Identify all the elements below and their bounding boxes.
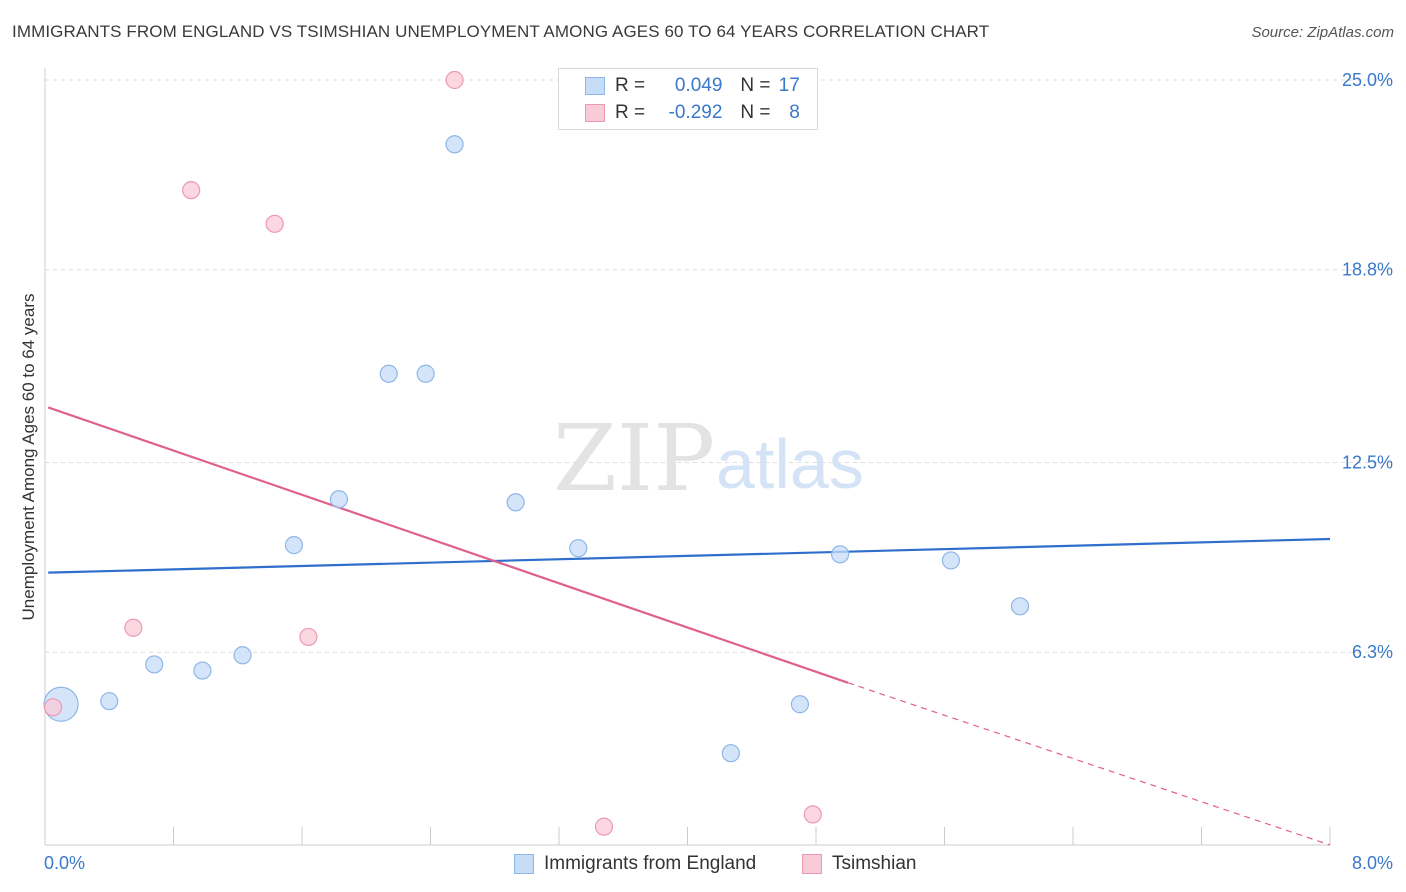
point-tsimshian — [182, 181, 201, 200]
legend-swatch-england — [585, 77, 605, 95]
point-england — [1010, 597, 1030, 616]
legend-row-tsimshian: R = -0.292 N = 8 — [585, 100, 800, 126]
point-tsimshian — [43, 698, 63, 717]
y-tick-label: 18.8% — [1342, 260, 1393, 280]
legend-swatch-tsimshian — [585, 104, 605, 122]
point-england — [145, 655, 164, 674]
legend-n-label: N = — [740, 102, 771, 123]
bottom-legend-england: Immigrants from England — [514, 851, 756, 877]
legend-n-label: N = — [740, 75, 771, 96]
legend-r-label: R = — [615, 102, 646, 123]
x-tick-label: 8.0% — [1352, 853, 1393, 873]
legend-n-value: 17 — [778, 75, 800, 96]
point-tsimshian — [803, 805, 822, 824]
watermark: ZIP atlas — [553, 405, 864, 512]
x-tick-label: 0.0% — [44, 853, 85, 873]
point-england — [721, 744, 740, 763]
legend-r-value: -0.292 — [668, 102, 723, 123]
point-england — [569, 539, 588, 558]
points-layer — [43, 70, 1030, 836]
watermark-atlas: atlas — [716, 425, 864, 503]
bottom-legend-tsimshian: Tsimshian — [802, 851, 916, 877]
trend-line-tsimshian — [47, 406, 849, 684]
point-england — [790, 695, 810, 714]
bottom-swatch-tsimshian — [802, 854, 822, 874]
point-england — [284, 536, 304, 555]
legend-r-value: 0.049 — [674, 75, 723, 96]
legend-r-label: R = — [615, 75, 646, 96]
point-tsimshian — [299, 627, 318, 647]
point-england — [506, 493, 525, 512]
point-england — [100, 692, 119, 711]
legend-row-england: R = 0.049 N = 17 — [585, 73, 800, 99]
bottom-swatch-england — [514, 854, 534, 874]
point-tsimshian — [124, 618, 143, 637]
y-tick-label: 6.3% — [1352, 642, 1393, 662]
point-england — [193, 661, 212, 680]
axes-layer — [44, 68, 1331, 846]
point-tsimshian — [265, 214, 284, 233]
y-tick-label: 12.5% — [1342, 453, 1393, 473]
point-tsimshian — [445, 70, 464, 90]
point-england — [379, 364, 398, 383]
y-tick-label: 25.0% — [1342, 70, 1393, 90]
point-england — [445, 135, 464, 154]
correlation-legend: R = 0.049 N = 17 R = -0.292 N = 8 — [558, 68, 818, 130]
point-england — [941, 551, 961, 570]
trend-line-tsimshian-extension — [847, 682, 1331, 846]
y-axis-title: Unemployment Among Ages 60 to 64 years — [19, 294, 38, 621]
point-england — [233, 646, 252, 665]
point-england — [830, 545, 850, 564]
point-england — [329, 490, 349, 509]
trend-layer — [47, 406, 1331, 846]
watermark-zip: ZIP — [553, 405, 715, 512]
chart-title: IMMIGRANTS FROM ENGLAND VS TSIMSHIAN UNE… — [12, 22, 990, 41]
labels-layer: 6.3% 12.5% 18.8% 25.0% 0.0% 8.0% — [44, 70, 1393, 873]
bottom-legend-label: Tsimshian — [832, 853, 917, 874]
point-england — [416, 364, 435, 383]
bottom-legend-label: Immigrants from England — [544, 853, 757, 874]
legend-n-value: 8 — [789, 102, 800, 123]
trend-line-england — [48, 537, 1331, 574]
point-tsimshian — [594, 817, 614, 836]
source-label: Source: ZipAtlas.com — [1251, 24, 1394, 41]
